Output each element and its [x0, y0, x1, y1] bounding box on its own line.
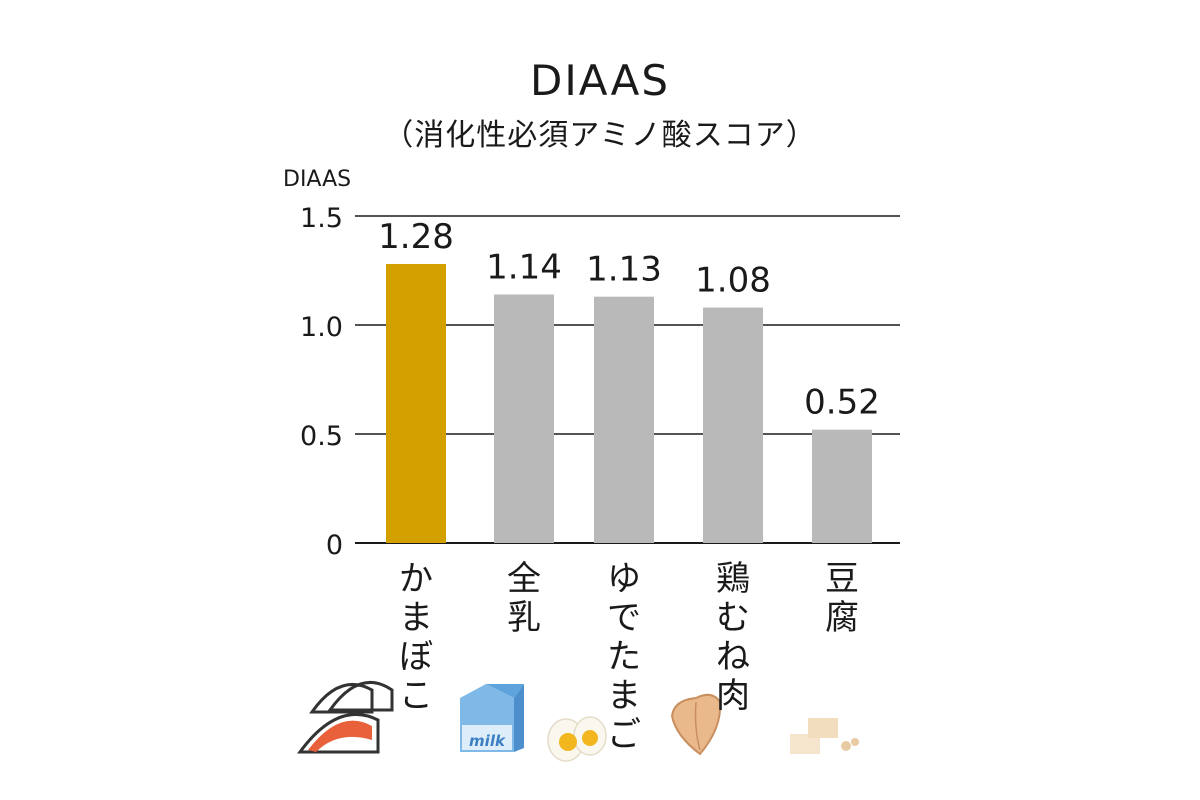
x-category-label: 全乳 — [507, 559, 541, 638]
y-tick-label: 1.5 — [300, 203, 343, 234]
y-tick-label: 0.5 — [300, 421, 343, 452]
boiled-egg-icon — [547, 716, 607, 762]
bar — [594, 296, 654, 543]
bar-value-label: 0.52 — [804, 383, 880, 423]
chart-subtitle: （消化性必須アミノ酸スコア） — [383, 118, 817, 153]
bar — [812, 429, 872, 543]
bar-value-label: 1.08 — [695, 261, 771, 301]
chicken-breast-icon — [670, 693, 722, 756]
kamaboko-icon — [297, 681, 394, 754]
bar-value-label: 1.28 — [378, 217, 454, 257]
x-category-label: かまぼこ — [399, 559, 433, 716]
x-category-label: 鶏むね肉 — [716, 559, 750, 716]
bar-value-label: 1.13 — [586, 250, 662, 290]
x-category-label: 豆腐 — [825, 559, 859, 638]
x-category-label: ゆでたまご — [607, 559, 641, 755]
milk-label: milk — [469, 732, 506, 750]
y-axis-label: DIAAS — [283, 167, 351, 192]
y-tick-label: 0 — [326, 530, 343, 561]
bar — [494, 294, 554, 543]
bar-value-label: 1.14 — [486, 247, 562, 287]
milk-carton-icon: milk — [460, 684, 524, 752]
bar — [386, 263, 446, 543]
tofu-icon — [790, 718, 859, 754]
bar — [703, 307, 763, 543]
chart-title: DIAAS — [529, 56, 671, 105]
y-tick-label: 1.0 — [300, 312, 343, 343]
